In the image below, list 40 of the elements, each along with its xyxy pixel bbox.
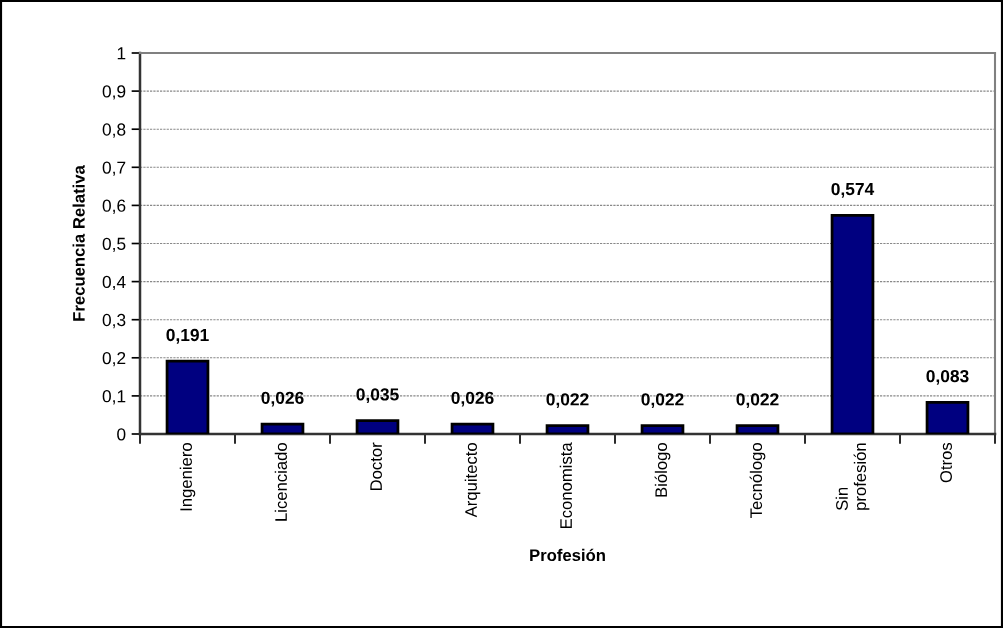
- bar: [735, 424, 780, 434]
- x-tick-label: Biólogo: [654, 443, 671, 497]
- x-tick-label: Economista: [559, 442, 572, 529]
- bar: [260, 422, 305, 434]
- y-tick-label: 0,6: [102, 199, 126, 214]
- y-tick-label: 0,4: [102, 275, 126, 291]
- data-label: 0,026: [451, 391, 494, 407]
- x-axis-title: Profesión: [530, 548, 605, 562]
- bar: [450, 422, 495, 434]
- x-tick-label: Otros: [940, 442, 952, 483]
- bar: [925, 400, 970, 434]
- data-label: 0,022: [736, 393, 779, 409]
- x-tick-label: Arquitecto: [464, 443, 481, 518]
- y-tick-label: 0: [117, 428, 126, 441]
- bar: [640, 424, 685, 434]
- bar: [355, 419, 400, 434]
- x-tick-label: Ingeniero: [179, 443, 196, 511]
- data-label: 0,574: [831, 182, 875, 198]
- y-tick-label: 0,1: [102, 390, 126, 405]
- bar: [165, 359, 210, 434]
- x-tick-label: Licenciado: [274, 443, 287, 521]
- x-tick-label: Tecnólogo: [749, 443, 766, 518]
- data-label: 0,083: [926, 369, 969, 385]
- y-tick-label: 0,8: [102, 123, 126, 138]
- data-label: 0,191: [166, 328, 209, 344]
- y-tick-label: 0,7: [102, 161, 126, 176]
- x-tick-label: Sin profesión: [835, 443, 870, 511]
- data-label: 0,026: [261, 391, 304, 407]
- data-label: 0,022: [641, 393, 684, 409]
- bar: [545, 424, 590, 434]
- y-tick-label: 1: [117, 47, 126, 60]
- y-tick-label: 0,9: [102, 85, 126, 100]
- x-tick-label: Doctor: [370, 442, 382, 491]
- data-label: 0,035: [356, 388, 399, 404]
- y-tick-label: 0,5: [102, 237, 126, 253]
- y-axis-title: Frecuencia Relativa: [72, 165, 85, 321]
- data-label: 0,022: [546, 393, 589, 409]
- y-tick-label: 0,2: [102, 351, 126, 367]
- y-tick-label: 0,3: [102, 313, 126, 329]
- bar: [830, 213, 875, 434]
